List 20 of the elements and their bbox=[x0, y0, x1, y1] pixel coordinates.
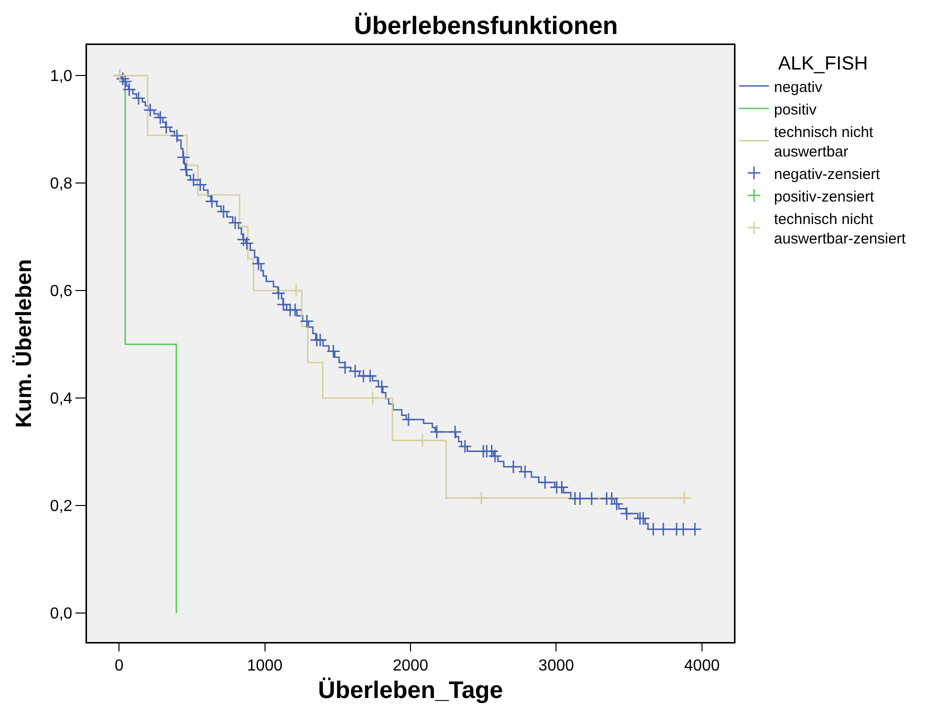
legend-label: negativ bbox=[774, 78, 823, 96]
x-tick-label: 1000 bbox=[246, 658, 283, 675]
y-tick-label: 1,0 bbox=[50, 68, 72, 86]
legend-label: technisch nicht auswertbar-zensiert bbox=[774, 210, 907, 248]
y-tick-label: 0,2 bbox=[50, 498, 72, 516]
x-tick-label: 3000 bbox=[538, 658, 574, 675]
x-tick-label: 2000 bbox=[392, 658, 428, 675]
legend-label: negativ-zensiert bbox=[774, 166, 881, 183]
legend-label: positiv-zensiert bbox=[774, 188, 875, 206]
y-tick-label: 0,0 bbox=[50, 606, 72, 623]
x-tick-label: 0 bbox=[114, 658, 124, 675]
y-tick-label: 0,8 bbox=[50, 176, 72, 193]
legend-label: positiv bbox=[774, 101, 818, 118]
x-axis-title: Überleben_Tage bbox=[318, 676, 503, 704]
chart-title: Überlebensfunktionen bbox=[354, 12, 618, 40]
x-tick-label: 4000 bbox=[684, 658, 720, 675]
y-tick-label: 0,4 bbox=[50, 390, 72, 408]
y-tick-label: 0,6 bbox=[50, 283, 72, 300]
legend-title: ALK_FISH bbox=[778, 54, 868, 75]
y-axis-title: Kum. Überleben bbox=[11, 259, 36, 428]
